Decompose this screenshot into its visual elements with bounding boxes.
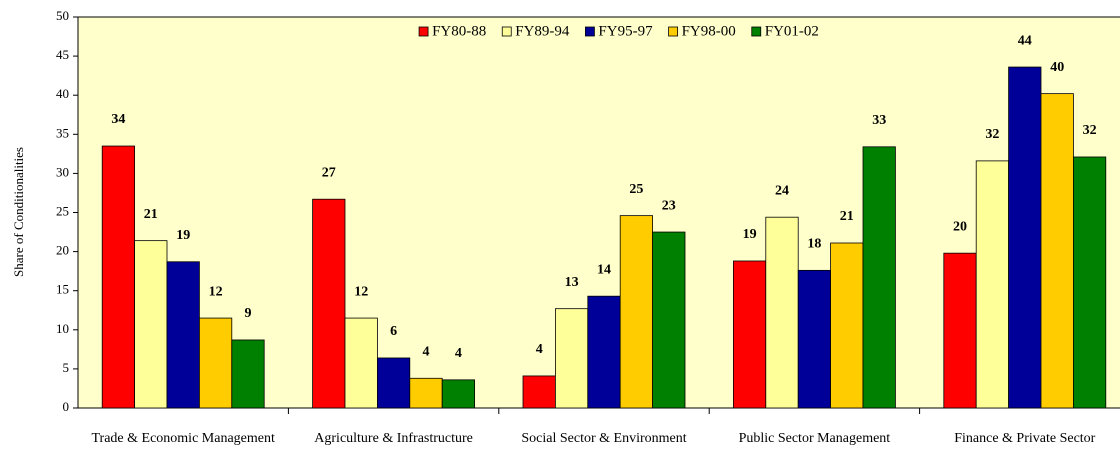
legend-label: FY89-94 — [515, 23, 570, 39]
bar — [166, 261, 200, 409]
bar — [409, 377, 443, 409]
legend-label: FY01-02 — [765, 23, 819, 39]
bar — [1040, 93, 1074, 409]
y-tick-label: 10 — [56, 321, 69, 336]
bar — [733, 260, 767, 409]
y-tick-label: 50 — [56, 8, 69, 23]
bar — [1073, 156, 1107, 409]
legend-swatch — [418, 26, 429, 37]
bar — [441, 379, 476, 409]
data-label: 33 — [872, 113, 886, 128]
y-tick-label: 40 — [56, 86, 69, 101]
y-tick-label: 35 — [56, 125, 69, 140]
data-label: 4 — [423, 345, 430, 360]
bar — [943, 252, 977, 409]
data-label: 12 — [354, 284, 368, 299]
bar — [797, 269, 832, 409]
bar — [376, 357, 411, 409]
bar — [587, 295, 621, 409]
x-tick-label: Social Sector & Environment — [521, 431, 687, 446]
data-label: 25 — [629, 182, 643, 197]
data-label: 21 — [144, 207, 158, 222]
data-label: 19 — [176, 228, 190, 243]
data-label: 21 — [840, 209, 854, 224]
data-label: 44 — [1018, 33, 1032, 48]
y-tick-label: 45 — [56, 47, 69, 62]
y-tick-label: 0 — [63, 399, 70, 414]
bar — [344, 317, 378, 409]
x-tick-label: Finance & Private Sector — [954, 431, 1096, 446]
bar — [1008, 66, 1042, 409]
data-label: 23 — [662, 198, 676, 213]
legend-label: FY80-88 — [432, 23, 486, 39]
data-label: 27 — [322, 165, 336, 180]
data-label: 24 — [775, 183, 789, 198]
data-label: 12 — [209, 284, 223, 299]
bar — [862, 146, 896, 409]
y-tick-label: 30 — [56, 164, 69, 179]
bar — [652, 231, 686, 409]
legend-label: FY95-97 — [598, 23, 653, 39]
data-label: 9 — [245, 306, 252, 321]
data-label: 32 — [985, 127, 999, 142]
x-tick-label: Public Sector Management — [738, 431, 891, 446]
bar — [975, 160, 1010, 409]
data-label: 4 — [536, 342, 543, 357]
legend-label: FY98-00 — [682, 23, 736, 39]
legend-swatch — [668, 26, 678, 37]
legend-swatch — [585, 26, 595, 37]
y-axis-label: Share of Conditionalities — [11, 147, 26, 277]
x-tick-label: Trade & Economic Management — [91, 431, 275, 446]
bar — [101, 145, 135, 409]
bar — [522, 375, 556, 409]
y-tick-label: 15 — [56, 282, 69, 297]
legend-swatch — [501, 26, 512, 37]
bar — [231, 339, 265, 409]
y-tick-label: 5 — [63, 360, 70, 375]
data-label: 13 — [565, 275, 579, 290]
bar — [619, 215, 654, 409]
data-label: 19 — [743, 227, 757, 242]
data-label: 34 — [111, 112, 125, 127]
bar — [765, 216, 799, 409]
bar — [312, 198, 346, 409]
y-tick-label: 20 — [56, 243, 69, 258]
data-label: 18 — [807, 237, 821, 252]
y-tick-label: 25 — [56, 203, 69, 218]
data-label: 40 — [1050, 60, 1064, 75]
data-label: 32 — [1083, 123, 1097, 138]
data-label: 20 — [953, 219, 967, 234]
data-label: 6 — [390, 324, 397, 339]
x-tick-label: Agriculture & Infrastructure — [314, 431, 473, 446]
data-label: 4 — [455, 346, 462, 361]
bar — [555, 308, 589, 409]
bar — [134, 240, 168, 409]
data-label: 14 — [597, 262, 611, 277]
legend-swatch — [751, 26, 762, 37]
bar — [198, 317, 233, 409]
bar — [830, 242, 864, 409]
